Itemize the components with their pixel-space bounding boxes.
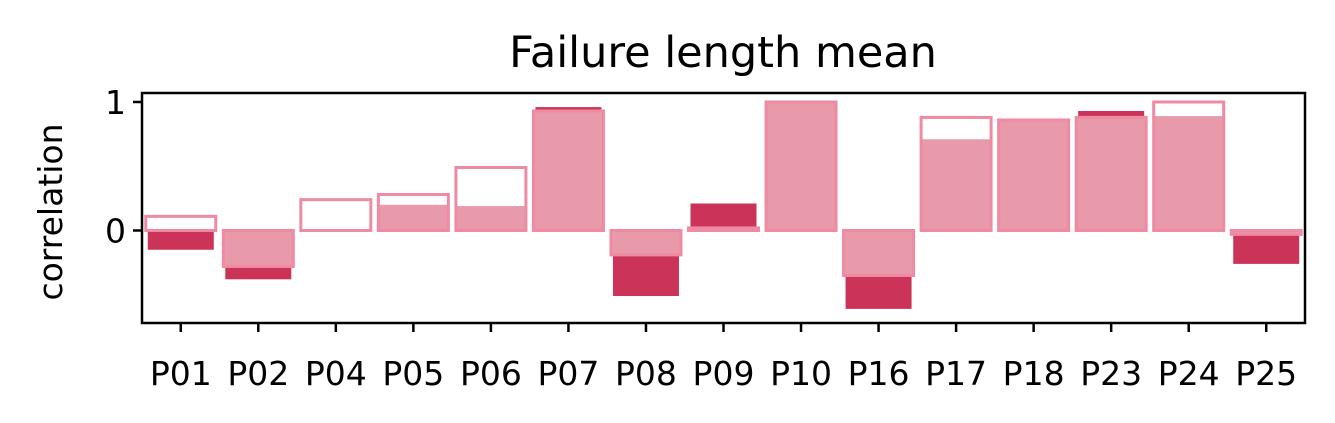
bar-light-P07: [532, 112, 605, 231]
bar-outline-P24: [1152, 100, 1226, 232]
bar-outline-P06: [454, 166, 528, 232]
bar-outline-P23: [1074, 115, 1148, 232]
bar-light-P10: [765, 101, 838, 231]
bar-outline-P02: [221, 228, 295, 268]
bar-outline-P17: [919, 115, 993, 232]
bar-light-P08: [609, 230, 682, 255]
x-tick-label-P10: P10: [770, 354, 832, 393]
x-tick-label-P09: P09: [693, 354, 755, 393]
bar-outline-P08: [609, 228, 683, 257]
bar-light-P16: [842, 230, 915, 276]
bar-dark-P01: [147, 230, 214, 250]
x-tick-label-P06: P06: [460, 354, 522, 393]
x-tick-label-P05: P05: [382, 354, 444, 393]
bar-outline-P05: [376, 193, 450, 232]
x-tick-label-P01: P01: [150, 354, 212, 393]
bar-light-P02: [222, 230, 295, 267]
chart-title: Failure length mean: [509, 28, 937, 78]
x-axis: P01 P02 P04 P05 P06 P07 P08 P09 P10 P16 P17 P18 P23 P…: [150, 323, 1297, 393]
bar-dark-P25: [1233, 230, 1300, 264]
x-tick-label-P18: P18: [1003, 354, 1065, 393]
y-tick-label: 1: [105, 83, 126, 122]
bar-outline-P25: [1229, 228, 1303, 236]
bar-light-P25: [1230, 230, 1303, 235]
bar-light-P17: [920, 139, 993, 231]
bar-light-P06: [454, 206, 527, 231]
x-tick-label-P23: P23: [1080, 354, 1142, 393]
bar-light-P05: [377, 204, 450, 231]
y-tick-label: 0: [105, 211, 126, 250]
x-tick-label-P16: P16: [848, 354, 910, 393]
x-tick-label-P17: P17: [925, 354, 987, 393]
x-tick-label-P07: P07: [537, 354, 599, 393]
x-tick-label-P24: P24: [1158, 354, 1220, 393]
bar-outline-P07: [531, 109, 605, 232]
y-axis-title: correlation: [31, 123, 70, 300]
x-tick-label-P08: P08: [615, 354, 677, 393]
bars-layer: [144, 100, 1303, 309]
bar-dark-P09: [690, 203, 757, 231]
bar-outline-P18: [997, 118, 1071, 232]
bar-light-P24: [1152, 116, 1225, 231]
x-tick-label-P02: P02: [227, 354, 289, 393]
bar-outline-P01: [144, 214, 218, 232]
y-axis: 01: [105, 83, 142, 250]
x-tick-label-P25: P25: [1235, 354, 1297, 393]
bar-outline-P16: [842, 228, 916, 277]
bar-outline-P10: [764, 100, 838, 232]
bar-light-P18: [997, 119, 1070, 231]
bar-light-P23: [1075, 117, 1148, 231]
bar-outline-P09: [687, 226, 760, 232]
bar-outline-P04: [299, 198, 373, 232]
x-tick-label-P04: P04: [305, 354, 367, 393]
